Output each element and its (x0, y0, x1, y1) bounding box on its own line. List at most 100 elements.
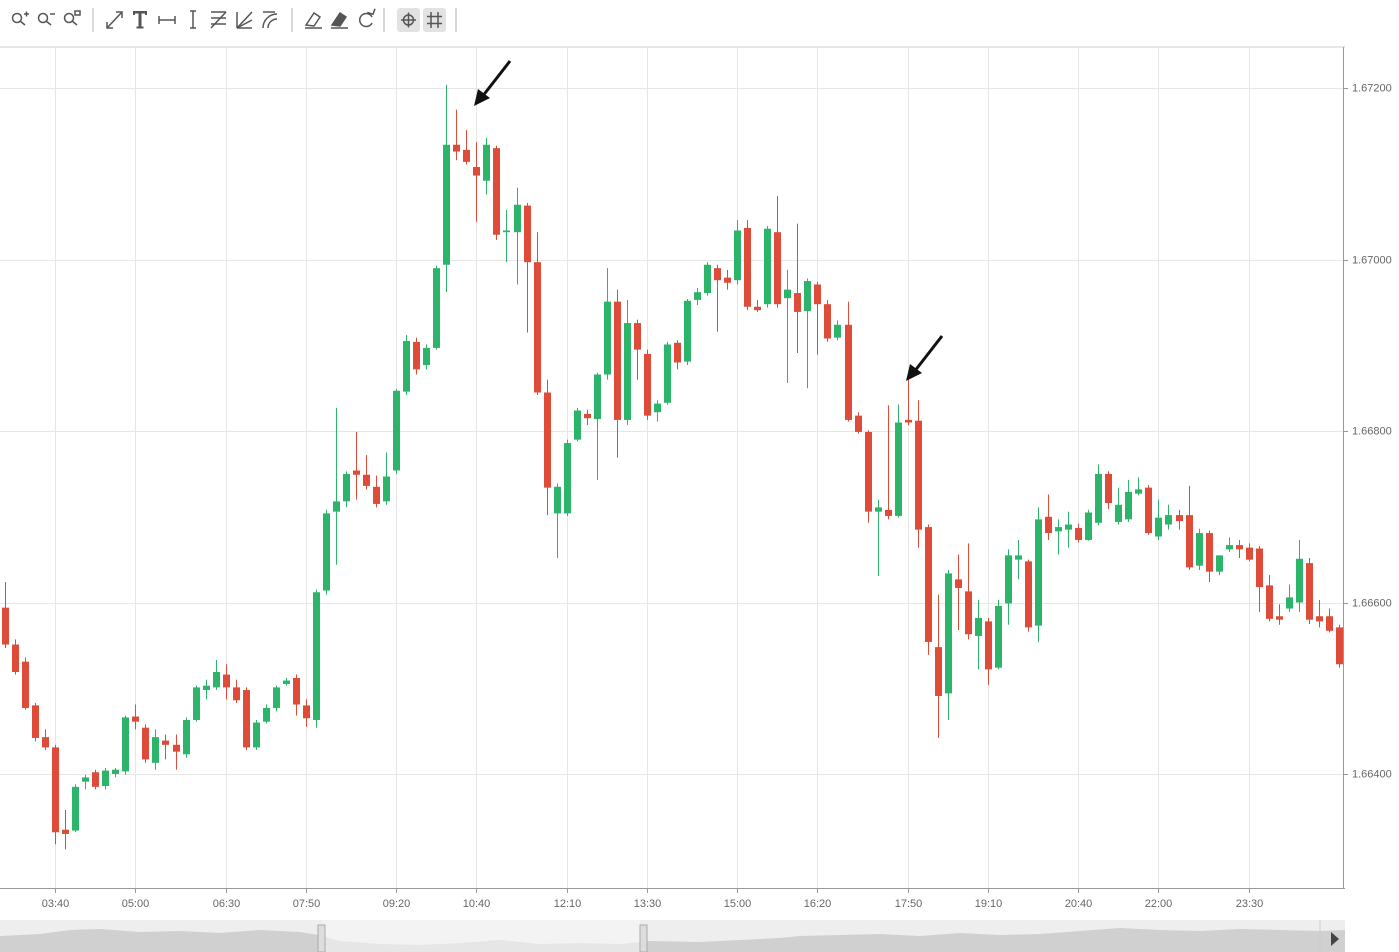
candle-body (945, 573, 952, 694)
candle-body (1256, 548, 1263, 588)
candle-body (724, 277, 731, 283)
candle-body (303, 705, 310, 719)
candle-body (564, 443, 571, 514)
candle-body (1125, 491, 1132, 520)
scroll-right-button[interactable] (1331, 932, 1339, 946)
candle-body (794, 293, 801, 312)
x-tick-label: 16:20 (804, 898, 832, 910)
x-tick-label: 13:30 (634, 898, 662, 910)
candle-body (824, 304, 831, 339)
x-tick-label: 12:10 (554, 898, 582, 910)
candle-body (483, 144, 490, 181)
candle-body (784, 289, 791, 299)
x-tick-label: 23:30 (1236, 898, 1264, 910)
candle-body (584, 413, 591, 419)
navigator (0, 920, 1345, 952)
refresh-button[interactable] (359, 7, 376, 28)
candle-body (433, 268, 440, 348)
candle-body (413, 341, 420, 370)
crosshair-button[interactable] (401, 12, 416, 28)
candle-body (1115, 504, 1122, 522)
horizontal-line-button[interactable] (158, 16, 176, 24)
x-tick-label: 17:50 (895, 898, 923, 910)
x-tick-label: 09:20 (383, 898, 411, 910)
candle-body (754, 306, 761, 311)
candle-body (293, 677, 300, 705)
candle-body (263, 707, 270, 722)
zoom-reset-button[interactable] (63, 10, 81, 26)
zoom-in-button[interactable] (11, 11, 30, 26)
candle-body (574, 410, 581, 440)
x-tick-label: 15:00 (724, 898, 752, 910)
fib-fan-button[interactable] (236, 11, 253, 29)
y-tick-label: 1.67000 (1352, 254, 1392, 266)
candle-body (534, 262, 541, 393)
vertical-line-button[interactable] (190, 10, 196, 29)
candle-body (1145, 487, 1152, 534)
candle-body (1005, 555, 1012, 604)
x-tick-label: 03:40 (42, 898, 70, 910)
text-tool-button[interactable] (133, 11, 147, 29)
candle-body (865, 431, 872, 512)
candle-body (714, 268, 721, 281)
erase-button[interactable] (304, 11, 322, 29)
candle-body (604, 301, 611, 375)
candle-body (814, 284, 821, 305)
candle-body (845, 324, 852, 420)
y-tick-label: 1.66600 (1352, 597, 1392, 609)
candle-body (1165, 515, 1172, 525)
navigator-handle[interactable] (317, 924, 326, 952)
candle-body (1155, 517, 1162, 537)
candle-body (283, 680, 290, 684)
y-tick-label: 1.66800 (1352, 425, 1392, 437)
annotation-arrows (474, 60, 944, 381)
candle-body (162, 740, 169, 745)
candle-body (624, 323, 631, 420)
candle-body (875, 507, 882, 512)
candle-body (1206, 533, 1213, 572)
candle-body (193, 687, 200, 720)
candle-body (1266, 585, 1273, 619)
grid-button[interactable] (427, 12, 442, 28)
candle-body (895, 422, 902, 516)
candle-body (1035, 519, 1042, 626)
candle-body (2, 607, 9, 645)
navigator-selection[interactable] (322, 920, 640, 952)
candle-body (1085, 512, 1092, 540)
candle-body (1216, 555, 1223, 572)
fib-arc-button[interactable] (262, 11, 278, 29)
x-tick-label: 06:30 (213, 898, 241, 910)
candle-body (1186, 515, 1193, 568)
grid (0, 47, 1343, 888)
candle-body (1306, 563, 1313, 620)
candle-body (183, 719, 190, 755)
erase-all-button[interactable] (330, 11, 348, 29)
candle-body (353, 470, 360, 475)
candle-body (774, 232, 781, 305)
candle-body (223, 674, 230, 688)
x-tick-label: 07:50 (293, 898, 321, 910)
trend-line-button[interactable] (106, 11, 123, 29)
candle-body (403, 341, 410, 392)
candle-body (554, 486, 561, 514)
candle-body (1055, 527, 1062, 532)
candle-body (1065, 524, 1072, 530)
candle-body (1105, 473, 1112, 504)
candle-body (855, 415, 862, 432)
candle-body (173, 744, 180, 752)
candle-body (925, 527, 932, 642)
candle-body (112, 769, 119, 774)
candle-body (72, 786, 79, 831)
candle-body (1025, 561, 1032, 628)
fib-button[interactable] (210, 11, 227, 29)
candle-body (273, 687, 280, 708)
navigator-handle[interactable] (639, 924, 648, 952)
candle-body (1236, 545, 1243, 550)
candle-body (363, 474, 370, 486)
candle-body (1196, 533, 1203, 566)
candle-body (52, 747, 59, 833)
candle-body (503, 230, 510, 233)
candle-body (1286, 597, 1293, 609)
zoom-out-button[interactable] (37, 12, 56, 26)
candle-body (1276, 616, 1283, 620)
